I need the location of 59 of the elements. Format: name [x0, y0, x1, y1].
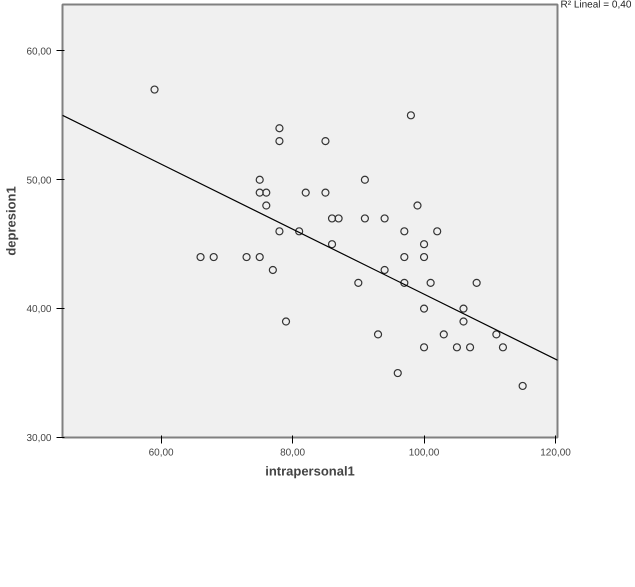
point — [420, 304, 428, 313]
point — [328, 214, 336, 223]
point — [492, 330, 500, 338]
y-tick-label: 50,00 — [26, 175, 52, 186]
point — [354, 278, 362, 287]
point — [400, 278, 408, 287]
point — [420, 240, 428, 248]
point — [472, 278, 481, 287]
point — [275, 137, 284, 146]
point — [459, 317, 468, 326]
point — [380, 214, 389, 223]
point — [302, 188, 310, 197]
point — [321, 188, 330, 197]
point — [400, 227, 408, 236]
point — [440, 330, 448, 338]
point — [452, 343, 462, 352]
point — [400, 252, 408, 262]
y-tick-label: 40,00 — [26, 304, 52, 316]
point — [426, 278, 435, 287]
point — [282, 317, 290, 326]
point — [196, 252, 205, 262]
point — [295, 227, 304, 236]
point — [466, 343, 474, 352]
y-tick-label: 60,00 — [26, 46, 52, 58]
point — [374, 330, 382, 338]
point — [275, 124, 284, 132]
x-tick-label: 100,00 — [408, 448, 440, 458]
point — [268, 266, 277, 274]
point — [518, 382, 527, 390]
point — [420, 252, 428, 262]
x-tick-label: 60,00 — [148, 448, 174, 458]
x-axis-title: intrapersonal1 — [265, 464, 355, 478]
point — [150, 85, 159, 94]
point — [256, 176, 264, 184]
point — [420, 343, 428, 352]
y-axis-title: depresion1 — [3, 186, 18, 256]
point — [275, 227, 284, 236]
point — [256, 252, 264, 262]
point — [413, 201, 422, 210]
point — [394, 368, 402, 378]
point — [360, 214, 369, 223]
text: R² Lineal = 0,40 — [560, 0, 632, 10]
point — [321, 137, 330, 146]
point — [406, 111, 416, 120]
y-tick-label: 30,00 — [26, 433, 52, 444]
point — [334, 214, 343, 223]
point — [380, 266, 389, 274]
point — [360, 176, 369, 184]
point — [328, 240, 336, 248]
point — [262, 188, 270, 197]
point — [262, 201, 270, 210]
point — [459, 304, 468, 313]
point — [498, 343, 508, 352]
x-tick-label: 120,00 — [540, 448, 572, 458]
point — [256, 188, 264, 197]
point — [210, 252, 218, 262]
x-tick-label: 80,00 — [280, 448, 306, 458]
point — [433, 227, 442, 236]
point — [242, 252, 251, 262]
